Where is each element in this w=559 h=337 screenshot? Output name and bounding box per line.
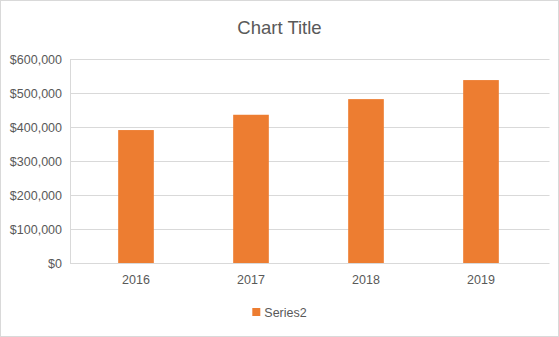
legend-label: Series2 <box>264 306 306 320</box>
y-tick-label: $200,000 <box>10 189 62 203</box>
chart-area <box>1 1 559 337</box>
bars <box>118 80 499 263</box>
y-tick-label: $300,000 <box>10 155 62 169</box>
x-tick: 2017 <box>237 273 265 287</box>
y-tick: $500,000 <box>10 87 70 101</box>
y-tick: $300,000 <box>10 155 70 169</box>
y-tick: $600,000 <box>10 53 70 67</box>
y-tick: $400,000 <box>10 121 70 135</box>
y-tick: $100,000 <box>10 223 70 237</box>
grid <box>70 60 550 264</box>
bar <box>463 80 499 263</box>
bar <box>233 115 269 263</box>
x-tick: 2016 <box>122 273 150 287</box>
x-tick-label: 2019 <box>467 273 495 287</box>
y-tick: $0 <box>48 257 70 271</box>
y-axis-line <box>70 60 71 264</box>
legend: Series2 <box>252 306 306 320</box>
y-tick-label: $100,000 <box>10 223 62 237</box>
y-tick-label: $600,000 <box>10 53 62 67</box>
y-tick-label: $500,000 <box>10 87 62 101</box>
legend-item: Series2 <box>252 306 306 320</box>
y-tick-label: $400,000 <box>10 121 62 135</box>
x-tick: 2018 <box>352 273 380 287</box>
chart: Chart Title $0 $100,000 $200,000 $300,000 $40… <box>0 0 559 337</box>
y-tick-label: $0 <box>48 257 62 271</box>
x-axis: 2016 2017 2018 2019 <box>79 264 539 287</box>
x-tick-label: 2017 <box>237 273 265 287</box>
y-axis: $0 $100,000 $200,000 $300,000 $400,000 $500,0… <box>10 53 71 271</box>
grid-line <box>70 59 550 60</box>
x-tick: 2019 <box>467 273 495 287</box>
bar <box>118 130 154 263</box>
y-tick: $200,000 <box>10 189 70 203</box>
bar <box>348 99 384 263</box>
x-tick-label: 2018 <box>352 273 380 287</box>
x-axis-line <box>79 263 539 264</box>
grid-line <box>70 263 550 264</box>
x-tick-label: 2016 <box>122 273 150 287</box>
title: Chart Title <box>237 17 321 38</box>
legend-swatch <box>252 308 260 316</box>
